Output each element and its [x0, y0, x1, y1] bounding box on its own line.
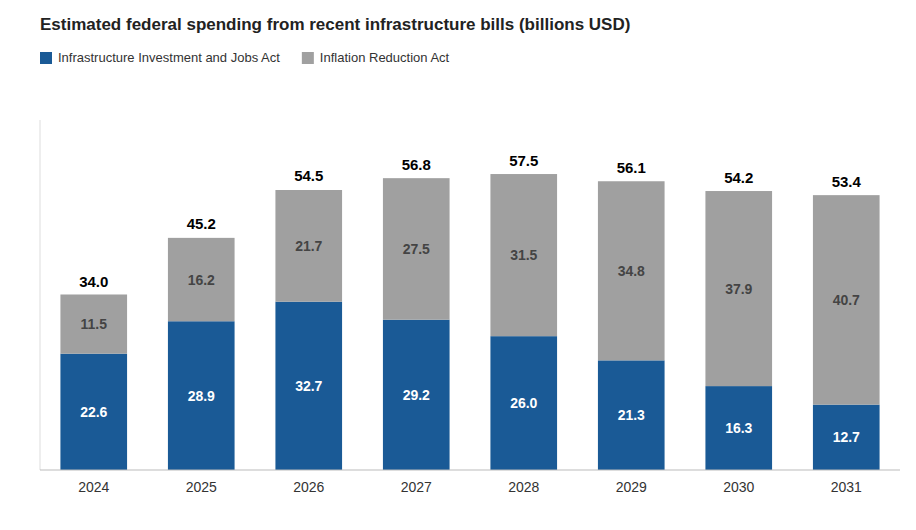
segment-label: 21.3 — [618, 407, 645, 423]
bar-segment — [275, 190, 342, 302]
legend-label: Inflation Reduction Act — [320, 50, 450, 65]
data-labels: 22.6 28.9 32.7 29.2 26.0 21.3 16.3 12.7 11.5 16.2… — [79, 152, 861, 445]
total-label: 34.0 — [79, 273, 108, 290]
bar-segment — [490, 174, 557, 336]
segment-label: 37.9 — [725, 281, 752, 297]
segment-label: 11.5 — [81, 316, 108, 332]
y-axis — [40, 120, 41, 470]
total-label: 54.2 — [724, 169, 753, 186]
bar-segment — [168, 321, 235, 470]
total-label: 54.5 — [294, 167, 323, 184]
segment-label: 16.2 — [188, 272, 215, 288]
bar-segment — [813, 405, 880, 470]
bar-segment — [60, 294, 127, 353]
legend-label: Infrastructure Investment and Jobs Act — [58, 50, 280, 65]
bar-segment — [598, 360, 665, 470]
segment-label: 22.6 — [80, 404, 107, 420]
total-label: 45.2 — [187, 215, 216, 232]
segment-label: 31.5 — [510, 247, 537, 263]
chart: Estimated federal spending from recent i… — [0, 0, 916, 530]
x-tick-label: 2024 — [78, 479, 109, 495]
bar-segment — [705, 191, 772, 386]
segment-label: 12.7 — [833, 429, 860, 445]
segment-label: 21.7 — [295, 238, 322, 254]
segment-label: 40.7 — [833, 292, 860, 308]
x-axis: 2024 2025 2026 2027 2028 2029 2030 2031 — [40, 470, 900, 495]
bars — [60, 174, 879, 470]
y-axis-line — [40, 120, 41, 470]
segment-label: 26.0 — [510, 395, 537, 411]
x-tick-label: 2030 — [723, 479, 754, 495]
bar-segment — [168, 238, 235, 321]
segment-label: 27.5 — [403, 241, 430, 257]
bar-segment — [705, 386, 772, 470]
legend-swatch — [302, 52, 314, 64]
x-tick-label: 2031 — [831, 479, 862, 495]
segment-label: 28.9 — [188, 388, 215, 404]
segment-label: 29.2 — [403, 387, 430, 403]
bar-segment — [490, 336, 557, 470]
total-label: 56.1 — [617, 159, 646, 176]
bar-segment — [275, 302, 342, 470]
segment-label: 34.8 — [618, 263, 645, 279]
x-tick-label: 2026 — [293, 479, 324, 495]
bar-segment — [813, 195, 880, 404]
total-label: 56.8 — [402, 156, 431, 173]
x-tick-label: 2025 — [186, 479, 217, 495]
legend: Infrastructure Investment and Jobs Act In… — [40, 50, 450, 65]
bar-segment — [383, 320, 450, 470]
total-label: 53.4 — [832, 173, 862, 190]
bar-segment — [383, 178, 450, 320]
bar-segment — [598, 181, 665, 360]
segment-label: 32.7 — [295, 378, 322, 394]
bar-segment — [60, 354, 127, 470]
x-tick-label: 2027 — [401, 479, 432, 495]
title: Estimated federal spending from recent i… — [40, 15, 630, 34]
segment-label: 16.3 — [725, 420, 752, 436]
x-axis-line — [40, 470, 900, 471]
x-tick-label: 2029 — [616, 479, 647, 495]
x-tick-label: 2028 — [508, 479, 539, 495]
total-label: 57.5 — [509, 152, 538, 169]
legend-swatch — [40, 52, 52, 64]
